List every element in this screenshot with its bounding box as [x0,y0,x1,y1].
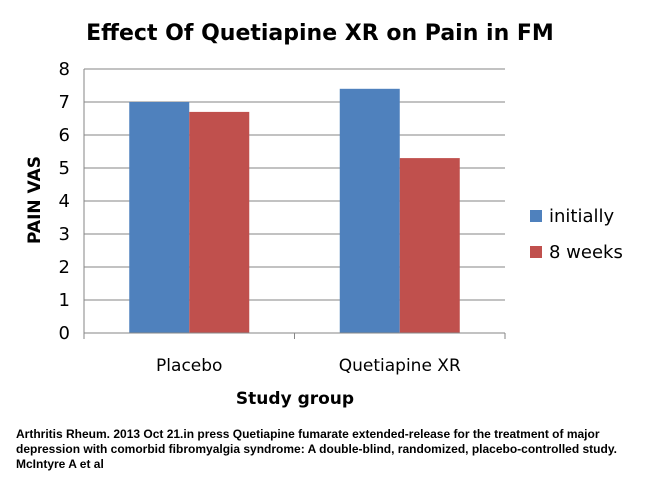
y-tick-label: 3 [59,224,70,245]
y-tick-label: 6 [59,125,70,146]
x-axis-title: Study group [236,389,354,409]
y-tick-label: 1 [59,290,70,311]
legend-swatch [530,210,542,222]
x-category-label: Placebo [156,356,222,376]
y-tick-label: 7 [59,92,70,113]
axes: 0 1 2 3 4 5 6 7 8 Placebo Quetiapine XR [59,59,506,376]
y-tick-label: 8 [59,59,70,80]
bar [189,111,250,334]
legend-swatch [530,246,542,258]
citation-caption: Arthritis Rheum. 2013 Oct 21.in press Qu… [16,427,617,471]
bar-chart: Effect Of Quetiapine XR on Pain in FM 0 1… [25,21,623,409]
bar [399,158,460,333]
y-axis-title: PAIN VAS [25,156,45,244]
legend-label: initially [549,206,615,227]
legend-label: 8 weeks [549,242,623,263]
y-tick-label: 0 [59,323,70,344]
chart-title: Effect Of Quetiapine XR on Pain in FM [86,21,554,46]
y-tick-label: 5 [59,158,70,179]
legend: initially 8 weeks [530,206,623,263]
y-tick-label: 4 [59,191,70,212]
bar [339,88,400,333]
x-category-label: Quetiapine XR [339,356,461,376]
y-tick-label: 2 [59,257,70,278]
bar [129,102,190,333]
bars [129,88,460,334]
